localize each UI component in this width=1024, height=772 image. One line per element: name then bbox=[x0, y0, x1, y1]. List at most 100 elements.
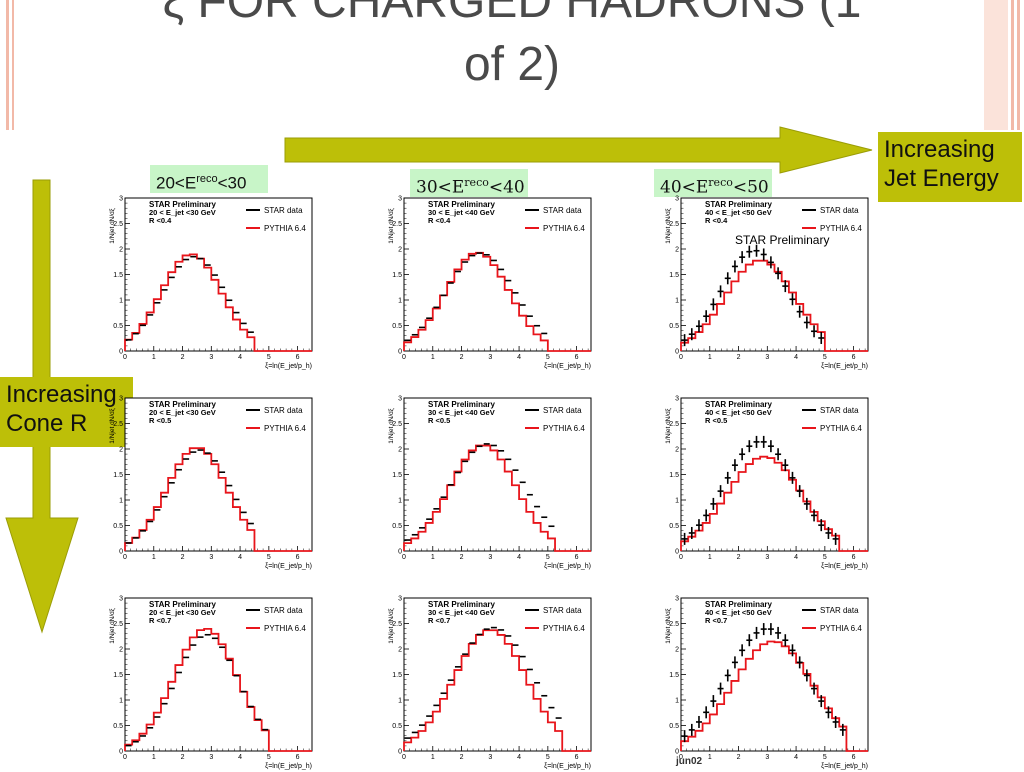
y-tick-label: 1 bbox=[675, 498, 679, 505]
right-border-decoration bbox=[984, 0, 1020, 130]
x-tick-label: 5 bbox=[267, 754, 271, 761]
x-tick-label: 2 bbox=[181, 554, 185, 561]
legend-star-data-label: STAR data bbox=[820, 606, 859, 615]
x-tick-label: 3 bbox=[765, 554, 769, 561]
y-tick-label: 0.5 bbox=[392, 723, 402, 730]
plot-frame bbox=[124, 197, 313, 352]
panel-cone-radius: R <0.7 bbox=[428, 616, 450, 625]
y-tick-label: 0.5 bbox=[669, 723, 679, 730]
y-tick-label: 2.5 bbox=[669, 621, 679, 628]
x-tick-label: 5 bbox=[546, 554, 550, 561]
x-tick-label: 4 bbox=[794, 354, 798, 361]
cone-radius-label-line-2: Cone R bbox=[6, 410, 88, 437]
legend-star-data-label: STAR data bbox=[264, 606, 303, 615]
y-tick-label: 3 bbox=[675, 396, 679, 403]
y-tick-label: 0.5 bbox=[113, 723, 123, 730]
energy-bin-label-2: 30<Ereco<40 bbox=[410, 169, 528, 198]
y-tick-label: 0 bbox=[119, 549, 123, 556]
energy-bin-suffix: <40 bbox=[488, 177, 525, 198]
y-tick-label: 3 bbox=[675, 196, 679, 203]
legend-pythia-label: PYTHIA 6.4 bbox=[264, 624, 306, 633]
y-tick-label: 0 bbox=[675, 349, 679, 356]
x-tick-label: 5 bbox=[823, 354, 827, 361]
x-tick-label: 2 bbox=[737, 554, 741, 561]
legend-pythia-label: PYTHIA 6.4 bbox=[820, 224, 862, 233]
y-tick-label: 2 bbox=[119, 647, 123, 654]
y-axis-label: 1/Njet dN/dξ bbox=[109, 208, 116, 244]
panel-header: STAR Preliminary bbox=[149, 600, 217, 609]
x-tick-label: 5 bbox=[546, 354, 550, 361]
y-tick-label: 1 bbox=[398, 298, 402, 305]
y-tick-label: 3 bbox=[119, 396, 123, 403]
footer-date: jun02 bbox=[676, 756, 703, 767]
x-tick-label: 4 bbox=[794, 554, 798, 561]
y-tick-label: 2 bbox=[119, 247, 123, 254]
panel-cone-radius: R <0.4 bbox=[149, 216, 172, 225]
x-tick-label: 3 bbox=[209, 754, 213, 761]
y-tick-label: 2.5 bbox=[669, 421, 679, 428]
x-axis-label: ξ=ln(E_jet/p_h) bbox=[544, 363, 591, 370]
x-tick-label: 2 bbox=[460, 354, 464, 361]
jet-energy-arrow bbox=[284, 126, 873, 174]
panel-header: STAR Preliminary bbox=[428, 200, 496, 209]
histogram-panel-9: 0 0.5 1 1.5 2 2.5 3 0 1 2 3 4 5 6 ξ=ln(E_jet/p_h) 1/Nje… bbox=[664, 592, 876, 772]
y-tick-label: 1.5 bbox=[392, 272, 402, 279]
panel-energy-range: 40 < E_jet <50 GeV bbox=[705, 408, 772, 417]
x-tick-label: 0 bbox=[402, 754, 406, 761]
x-tick-label: 6 bbox=[852, 754, 856, 761]
panel-cone-radius: R <0.7 bbox=[705, 616, 727, 625]
y-tick-label: 1 bbox=[675, 298, 679, 305]
legend-star-data-label: STAR data bbox=[543, 406, 582, 415]
y-tick-label: 3 bbox=[398, 196, 402, 203]
histogram-panel-3: 0 0.5 1 1.5 2 2.5 3 0 1 2 3 4 5 6 ξ=ln(E_jet/p_h) 1/Nje… bbox=[664, 192, 876, 372]
histogram-panel-6: 0 0.5 1 1.5 2 2.5 3 0 1 2 3 4 5 6 ξ=ln(E_jet/p_h) 1/Nje… bbox=[664, 392, 876, 572]
x-axis-label: ξ=ln(E_jet/p_h) bbox=[821, 763, 868, 770]
y-tick-label: 2 bbox=[398, 647, 402, 654]
x-axis-label: ξ=ln(E_jet/p_h) bbox=[544, 763, 591, 770]
y-tick-label: 1.5 bbox=[669, 472, 679, 479]
x-tick-label: 5 bbox=[267, 354, 271, 361]
y-tick-label: 0.5 bbox=[669, 523, 679, 530]
pythia-histogram bbox=[403, 629, 591, 752]
energy-bin-suffix: <30 bbox=[217, 173, 247, 193]
x-tick-label: 5 bbox=[823, 554, 827, 561]
histogram-panel-1: 0 0.5 1 1.5 2 2.5 3 0 1 2 3 4 5 6 ξ=ln(E_jet/p_h) 1/Nje… bbox=[108, 192, 320, 372]
x-tick-label: 4 bbox=[794, 754, 798, 761]
legend-pythia-label: PYTHIA 6.4 bbox=[543, 624, 585, 633]
x-tick-label: 0 bbox=[679, 554, 683, 561]
slide-title-line-2: of 2) bbox=[463, 38, 561, 91]
energy-bin-suffix: <50 bbox=[732, 177, 769, 198]
x-tick-label: 5 bbox=[267, 554, 271, 561]
panel-header: STAR Preliminary bbox=[705, 600, 773, 609]
x-tick-label: 0 bbox=[123, 554, 127, 561]
y-tick-label: 3 bbox=[675, 596, 679, 603]
pythia-histogram bbox=[124, 253, 312, 352]
pythia-histogram bbox=[403, 444, 591, 552]
x-tick-label: 6 bbox=[296, 554, 300, 561]
x-tick-label: 1 bbox=[152, 354, 156, 361]
plot-frame bbox=[680, 397, 869, 552]
y-tick-label: 1 bbox=[398, 698, 402, 705]
x-tick-label: 1 bbox=[152, 754, 156, 761]
x-tick-label: 1 bbox=[431, 354, 435, 361]
y-axis-label: 1/Njet dN/dξ bbox=[388, 208, 395, 244]
x-axis-label: ξ=ln(E_jet/p_h) bbox=[265, 363, 312, 370]
panel-header: STAR Preliminary bbox=[705, 200, 773, 209]
x-tick-label: 2 bbox=[737, 754, 741, 761]
x-tick-label: 3 bbox=[765, 354, 769, 361]
y-tick-label: 0 bbox=[119, 749, 123, 756]
pythia-histogram bbox=[680, 455, 868, 552]
legend-star-data-label: STAR data bbox=[543, 606, 582, 615]
pythia-histogram bbox=[680, 259, 868, 352]
legend-star-data-label: STAR data bbox=[543, 206, 582, 215]
y-tick-label: 2.5 bbox=[392, 421, 402, 428]
x-tick-label: 6 bbox=[296, 754, 300, 761]
x-tick-label: 1 bbox=[708, 354, 712, 361]
energy-bin-prefix: 20<E bbox=[156, 173, 197, 193]
x-tick-label: 2 bbox=[460, 554, 464, 561]
y-tick-label: 0.5 bbox=[392, 523, 402, 530]
y-axis-label: 1/Njet dN/dξ bbox=[665, 608, 672, 644]
y-tick-label: 1 bbox=[119, 498, 123, 505]
x-tick-label: 2 bbox=[181, 354, 185, 361]
y-tick-label: 1.5 bbox=[113, 272, 123, 279]
